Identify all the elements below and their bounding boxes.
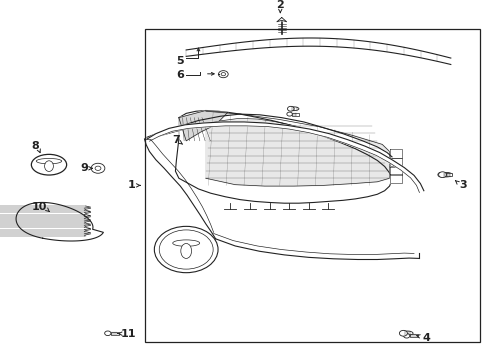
Text: 9: 9: [80, 163, 88, 173]
Bar: [410, 334, 417, 337]
Bar: [293, 113, 299, 116]
Polygon shape: [390, 158, 402, 166]
Polygon shape: [390, 149, 402, 158]
Text: 4: 4: [422, 333, 430, 343]
Ellipse shape: [181, 243, 192, 258]
Text: 3: 3: [459, 180, 467, 190]
Circle shape: [219, 71, 228, 78]
Polygon shape: [179, 111, 228, 141]
Circle shape: [95, 166, 101, 170]
Circle shape: [399, 330, 407, 336]
Text: 1: 1: [127, 180, 135, 190]
Polygon shape: [390, 167, 402, 175]
Bar: [444, 173, 452, 176]
Text: 8: 8: [31, 141, 39, 151]
Text: 6: 6: [176, 70, 184, 80]
Text: 7: 7: [172, 135, 180, 145]
Bar: [145, 28, 480, 342]
Ellipse shape: [289, 107, 299, 111]
Circle shape: [159, 230, 213, 269]
Polygon shape: [147, 114, 392, 160]
Ellipse shape: [172, 240, 200, 246]
Text: 2: 2: [276, 0, 284, 10]
Circle shape: [439, 172, 446, 177]
Circle shape: [91, 163, 105, 173]
Polygon shape: [214, 234, 419, 260]
Text: 5: 5: [176, 56, 184, 66]
Ellipse shape: [36, 158, 62, 164]
Circle shape: [438, 172, 444, 177]
Ellipse shape: [45, 161, 53, 171]
Text: 11: 11: [121, 329, 136, 339]
Circle shape: [154, 226, 218, 273]
Circle shape: [105, 331, 111, 336]
Polygon shape: [206, 111, 390, 186]
Circle shape: [404, 333, 410, 338]
Bar: [111, 332, 119, 335]
Polygon shape: [186, 38, 451, 64]
Polygon shape: [175, 111, 392, 203]
Circle shape: [221, 73, 225, 76]
Ellipse shape: [401, 331, 413, 336]
Text: 10: 10: [31, 202, 47, 212]
Circle shape: [288, 106, 294, 111]
Polygon shape: [277, 18, 287, 22]
Polygon shape: [390, 174, 402, 183]
Circle shape: [287, 112, 293, 116]
Ellipse shape: [31, 154, 67, 175]
Polygon shape: [16, 202, 103, 241]
Ellipse shape: [440, 172, 452, 177]
Polygon shape: [147, 122, 424, 193]
